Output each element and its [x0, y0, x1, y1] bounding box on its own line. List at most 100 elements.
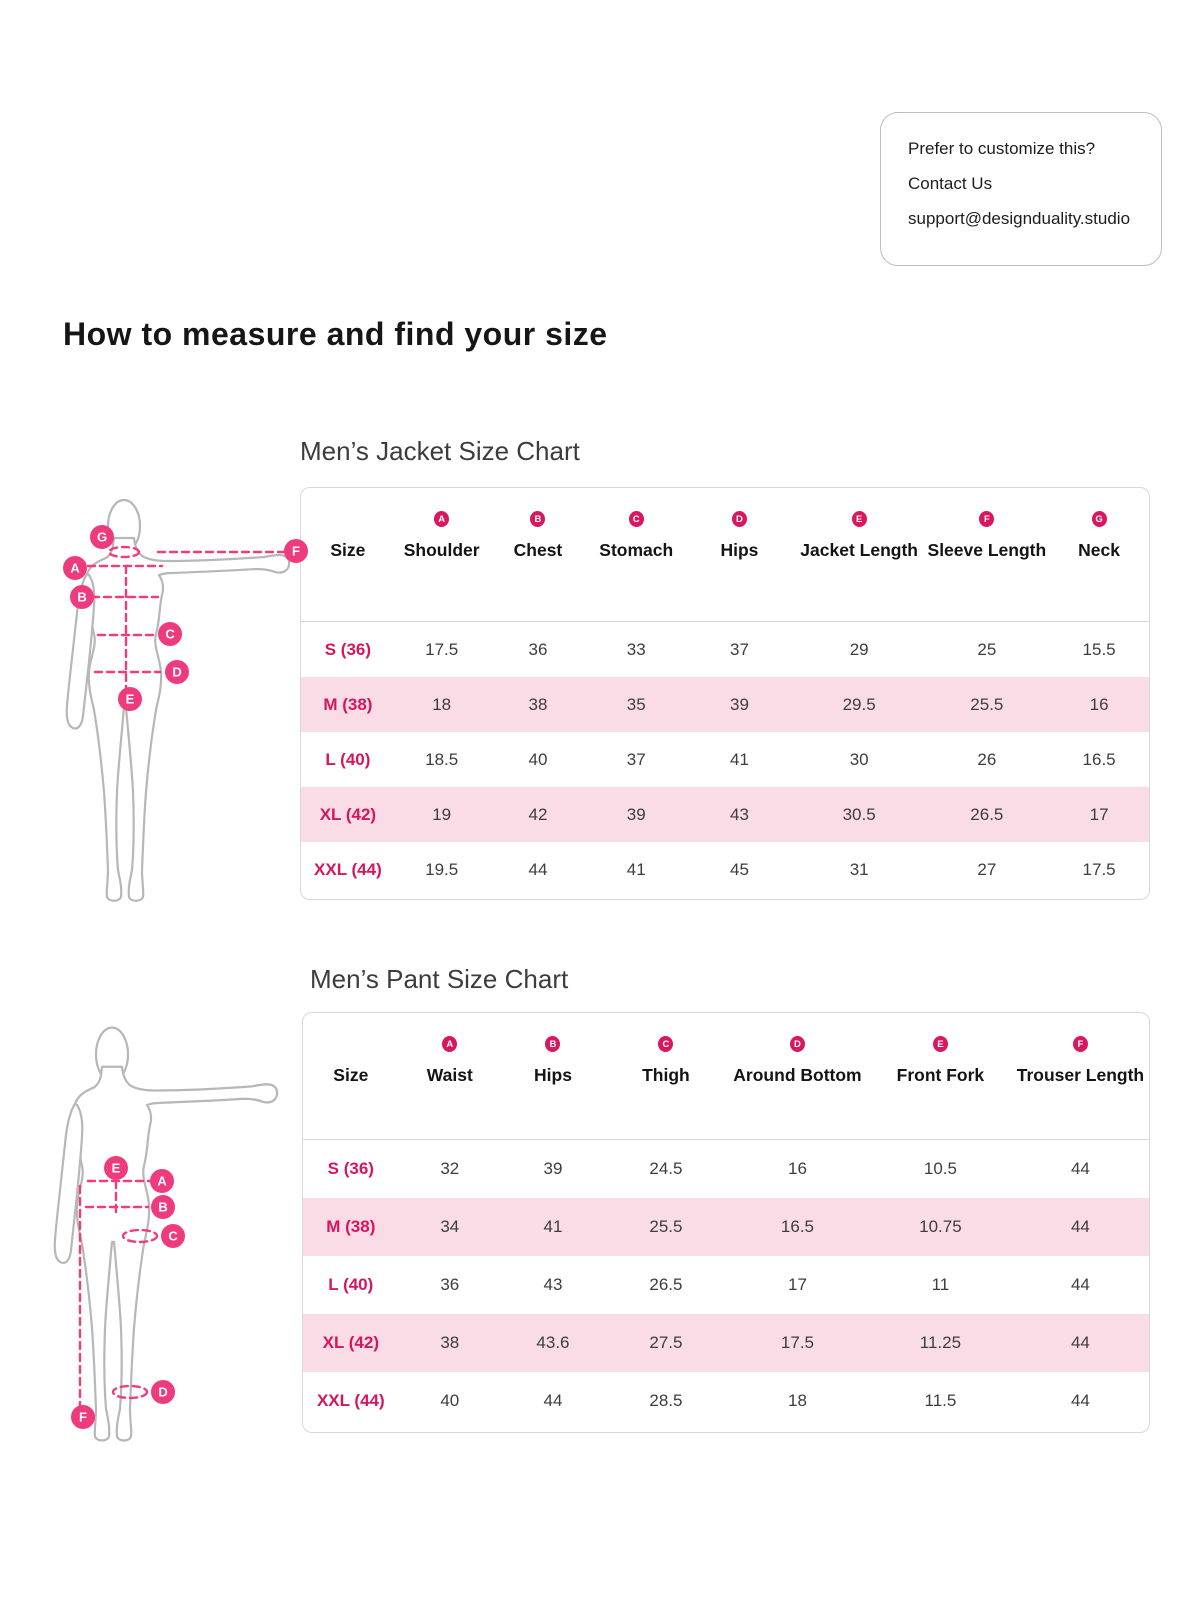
around-bottom-measure-line [111, 1384, 149, 1400]
column-badge-d-icon: D [731, 511, 747, 527]
svg-text:F: F [292, 544, 300, 559]
column-label: Around Bottom [733, 1065, 862, 1085]
marker-shoulder-icon: A [63, 556, 87, 580]
value-cell: 32 [440, 1159, 460, 1178]
size-cell: M (38) [323, 694, 373, 714]
column-header-chest: B Chest [489, 488, 588, 621]
svg-text:E: E [126, 692, 135, 707]
jacket-table-body: S (36) 17.5 36 33 37 29 25 15.5 M (38) 18 38 35 39 29… [301, 622, 1149, 897]
svg-text:E: E [112, 1161, 121, 1176]
svg-text:D: D [158, 1385, 167, 1400]
pant-table-body: S (36) 32 39 24.5 16 10.5 44 M (38) 34 41 25.5 16.5… [303, 1140, 1149, 1430]
marker-thigh-icon: C [161, 1224, 185, 1248]
size-cell: M (38) [326, 1217, 376, 1236]
column-label: Shoulder [403, 540, 480, 560]
value-cell: 44 [528, 859, 548, 879]
value-cell: 33 [626, 639, 646, 659]
marker-stomach-icon: C [158, 622, 182, 646]
value-cell: 41 [543, 1217, 563, 1236]
column-badge-d-icon: D [789, 1036, 805, 1052]
column-badge-a-icon: A [434, 511, 450, 527]
value-cell: 40 [528, 749, 548, 769]
value-cell: 15.5 [1082, 639, 1116, 659]
column-badge-a-icon: A [442, 1036, 458, 1052]
figure-head [106, 498, 142, 554]
value-cell: 44 [1070, 1159, 1090, 1178]
value-cell: 26.5 [649, 1275, 683, 1294]
value-cell: 16.5 [1082, 749, 1116, 769]
column-label: Waist [426, 1065, 473, 1085]
thigh-measure-line [121, 1228, 159, 1244]
contact-card-question: Prefer to customize this? [908, 139, 1096, 158]
column-header-size: Size [301, 488, 395, 621]
marker-trouser-length-icon: F [71, 1405, 95, 1429]
value-cell: 34 [440, 1217, 460, 1236]
size-cell: XL (42) [319, 804, 377, 824]
table-row-l: L (40) 36 43 26.5 17 11 44 [303, 1256, 1149, 1314]
value-cell: 36 [528, 639, 548, 659]
column-header-around-bottom: D Around Bottom [727, 1013, 868, 1139]
value-cell: 41 [626, 859, 646, 879]
column-label: Hips [534, 1065, 572, 1085]
svg-text:B: B [158, 1200, 167, 1215]
jacket-table-header: Size A Shoulder B Chest C Stomach D Hips E Jacket … [301, 488, 1149, 622]
marker-hips-icon: B [151, 1195, 175, 1219]
value-cell: 40 [440, 1391, 460, 1410]
table-row-xxl: XXL (44) 19.5 44 41 45 31 27 17.5 [301, 842, 1149, 897]
figure-hanging-arm [53, 1102, 84, 1265]
column-label: Trouser Length [1016, 1065, 1145, 1085]
table-row-s: S (36) 32 39 24.5 16 10.5 44 [303, 1140, 1149, 1198]
column-header-neck: G Neck [1049, 488, 1149, 621]
support-email-link[interactable]: support@designduality.studio [908, 209, 1131, 228]
column-badge-f-icon: F [1072, 1036, 1088, 1052]
figure-body-outline [84, 536, 291, 902]
value-cell: 29 [849, 639, 869, 659]
pant-measurement-figure: E A B C D F [53, 1026, 279, 1442]
contact-us-link[interactable]: Contact Us [908, 174, 993, 193]
value-cell: 38 [528, 694, 548, 714]
svg-text:A: A [70, 561, 80, 576]
svg-text:D: D [172, 665, 181, 680]
column-label: Thigh [642, 1065, 690, 1085]
value-cell: 44 [1070, 1333, 1090, 1352]
value-cell: 26 [977, 749, 997, 769]
column-header-thigh: C Thigh [605, 1013, 727, 1139]
figure-body-outline [72, 1065, 279, 1442]
size-cell: S (36) [327, 1159, 374, 1178]
value-cell: 10.5 [923, 1159, 957, 1178]
column-header-shoulder: A Shoulder [395, 488, 489, 621]
value-cell: 17.5 [1082, 859, 1116, 879]
value-cell: 25.5 [649, 1217, 683, 1236]
marker-around-bottom-icon: D [151, 1380, 175, 1404]
value-cell: 16 [1089, 694, 1109, 714]
value-cell: 18 [432, 694, 452, 714]
value-cell: 24.5 [649, 1159, 683, 1178]
svg-text:A: A [157, 1174, 167, 1189]
table-row-s: S (36) 17.5 36 33 37 29 25 15.5 [301, 622, 1149, 677]
column-header-front-fork: E Front Fork [868, 1013, 1013, 1139]
value-cell: 25.5 [970, 694, 1004, 714]
value-cell: 27 [977, 859, 997, 879]
value-cell: 39 [543, 1159, 563, 1178]
column-label: Sleeve Length [927, 540, 1047, 560]
column-badge-e-icon: E [932, 1036, 948, 1052]
value-cell: 17 [787, 1275, 807, 1294]
neck-measure-line [107, 545, 141, 559]
size-cell: XXL (44) [316, 1391, 385, 1410]
value-cell: 44 [1070, 1275, 1090, 1294]
value-cell: 39 [626, 804, 646, 824]
marker-front-fork-icon: E [104, 1156, 128, 1180]
marker-waist-icon: A [150, 1169, 174, 1193]
column-badge-f-icon: F [979, 511, 995, 527]
value-cell: 16.5 [780, 1217, 814, 1236]
column-label: Size [330, 540, 366, 560]
column-badge-e-icon: E [851, 511, 867, 527]
value-cell: 19 [432, 804, 452, 824]
value-cell: 29.5 [842, 694, 876, 714]
value-cell: 44 [1070, 1391, 1090, 1410]
size-cell: L (40) [325, 749, 371, 769]
size-cell: XXL (44) [314, 859, 382, 879]
column-header-waist: A Waist [399, 1013, 501, 1139]
column-badge-g-icon: G [1091, 511, 1107, 527]
